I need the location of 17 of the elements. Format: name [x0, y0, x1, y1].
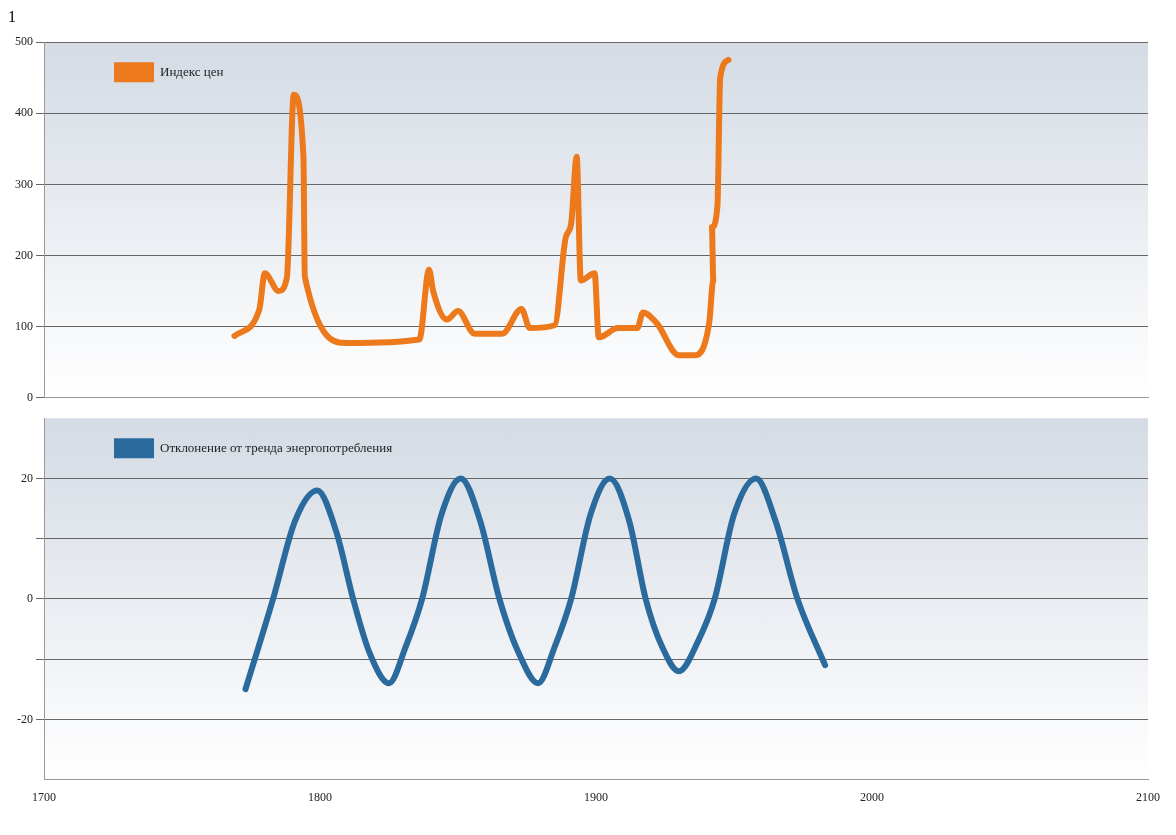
y-tick-label: 0 — [27, 591, 33, 606]
y-tick-label: 100 — [15, 318, 33, 333]
x-tick-label: 2000 — [860, 789, 884, 804]
legend-label: Индекс цен — [160, 63, 224, 79]
y-tick-label: 400 — [15, 105, 33, 120]
y-tick-label: -20 — [17, 711, 33, 726]
y-tick-label: 500 — [15, 34, 33, 49]
x-tick-label: 1800 — [308, 789, 332, 804]
y-tick-label: 0 — [27, 389, 33, 404]
y-tick-label: 200 — [15, 247, 33, 262]
x-tick-label: 1700 — [32, 789, 56, 804]
y-tick-label: 300 — [15, 176, 33, 191]
legend-label: Отклонение от тренда энергопотребления — [160, 439, 393, 455]
text: 1 — [8, 8, 17, 27]
x-tick-label: 2100 — [1136, 789, 1160, 804]
y-tick-label: 20 — [21, 470, 33, 485]
x-tick-label: 1900 — [584, 789, 608, 804]
